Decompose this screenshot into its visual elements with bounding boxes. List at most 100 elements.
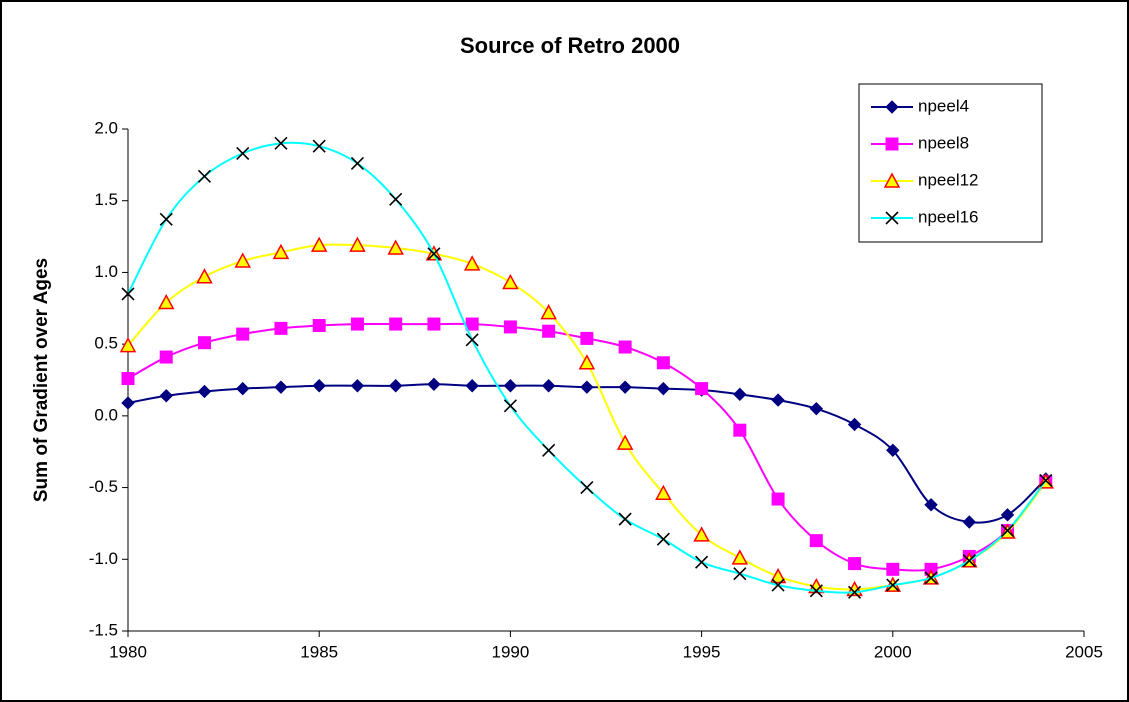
- marker: [542, 324, 556, 338]
- marker: [159, 212, 173, 226]
- marker: [427, 317, 441, 331]
- marker: [503, 399, 517, 413]
- marker: [196, 268, 213, 284]
- marker: [618, 340, 632, 354]
- marker: [809, 534, 823, 548]
- marker: [886, 562, 900, 576]
- x-tick-label: 2000: [874, 642, 912, 661]
- marker: [733, 567, 747, 581]
- marker: [503, 320, 517, 334]
- marker: [121, 396, 135, 410]
- legend-marker: [885, 137, 899, 151]
- marker: [962, 515, 976, 529]
- marker: [350, 156, 365, 170]
- legend-label: npeel4: [918, 96, 969, 115]
- marker: [388, 379, 403, 393]
- marker: [272, 243, 290, 260]
- marker: [924, 571, 938, 585]
- marker: [580, 380, 594, 394]
- marker: [733, 423, 747, 437]
- marker: [159, 350, 173, 364]
- y-tick-label: 0.0: [94, 405, 118, 424]
- marker: [197, 384, 212, 399]
- marker: [350, 317, 364, 331]
- marker: [769, 567, 787, 584]
- marker: [465, 379, 479, 393]
- marker: [731, 549, 749, 565]
- chart-title: Source of Retro 2000: [460, 33, 680, 58]
- marker: [1000, 508, 1015, 522]
- marker: [350, 379, 365, 393]
- marker: [809, 584, 823, 598]
- x-tick-label: 1995: [683, 642, 721, 661]
- marker: [1000, 524, 1015, 538]
- marker: [580, 481, 594, 495]
- legend-marker: [883, 172, 901, 188]
- y-tick-label: -1.0: [89, 549, 118, 568]
- marker: [312, 139, 326, 153]
- marker: [389, 192, 403, 206]
- legend: npeel4 npeel8 npeel12 npeel16: [858, 83, 1043, 243]
- marker: [387, 239, 404, 255]
- marker: [616, 434, 634, 450]
- marker: [695, 555, 709, 569]
- marker: [157, 293, 175, 310]
- y-tick-label: -1.5: [89, 620, 118, 639]
- legend-marker: [885, 211, 899, 225]
- marker: [541, 379, 556, 393]
- x-tick-label: 1990: [491, 642, 529, 661]
- marker: [312, 318, 326, 332]
- marker: [502, 273, 519, 290]
- marker: [656, 381, 671, 396]
- marker: [121, 372, 135, 386]
- marker: [655, 484, 672, 501]
- marker: [427, 377, 441, 392]
- y-tick-label: 0.5: [94, 334, 118, 353]
- marker: [771, 492, 785, 506]
- marker: [312, 379, 326, 393]
- marker: [234, 252, 251, 268]
- marker: [924, 498, 938, 512]
- marker: [580, 331, 594, 345]
- marker: [236, 327, 250, 341]
- marker: [542, 443, 556, 457]
- marker: [465, 317, 479, 331]
- x-tick-label: 1985: [300, 642, 338, 661]
- marker: [771, 578, 785, 592]
- marker: [465, 333, 479, 347]
- marker: [808, 577, 825, 594]
- y-tick-label: 1.5: [94, 190, 118, 209]
- legend-marker: [885, 100, 899, 114]
- marker: [197, 169, 212, 183]
- marker: [618, 512, 632, 526]
- marker: [236, 381, 250, 396]
- legend-label: npeel8: [918, 133, 969, 152]
- marker: [809, 401, 824, 416]
- marker: [274, 136, 288, 150]
- marker: [463, 255, 481, 271]
- marker: [540, 304, 557, 320]
- marker: [656, 532, 670, 546]
- marker: [236, 146, 250, 160]
- legend-label: npeel12: [918, 170, 979, 189]
- marker: [121, 287, 135, 301]
- x-tick-label: 1980: [109, 642, 147, 661]
- marker: [503, 379, 518, 393]
- x-tick-label: 2005: [1065, 642, 1103, 661]
- marker: [847, 585, 862, 599]
- marker: [1039, 473, 1053, 487]
- marker: [695, 382, 709, 396]
- marker: [886, 443, 900, 457]
- marker: [618, 380, 632, 394]
- marker: [886, 578, 900, 592]
- marker: [159, 389, 173, 403]
- marker: [578, 354, 596, 370]
- y-axis-title: Sum of Gradient over Ages: [31, 258, 52, 502]
- legend-label: npeel16: [918, 207, 979, 226]
- marker: [656, 356, 670, 370]
- marker: [389, 317, 403, 331]
- marker: [274, 321, 288, 335]
- marker: [274, 380, 288, 394]
- marker: [771, 393, 785, 407]
